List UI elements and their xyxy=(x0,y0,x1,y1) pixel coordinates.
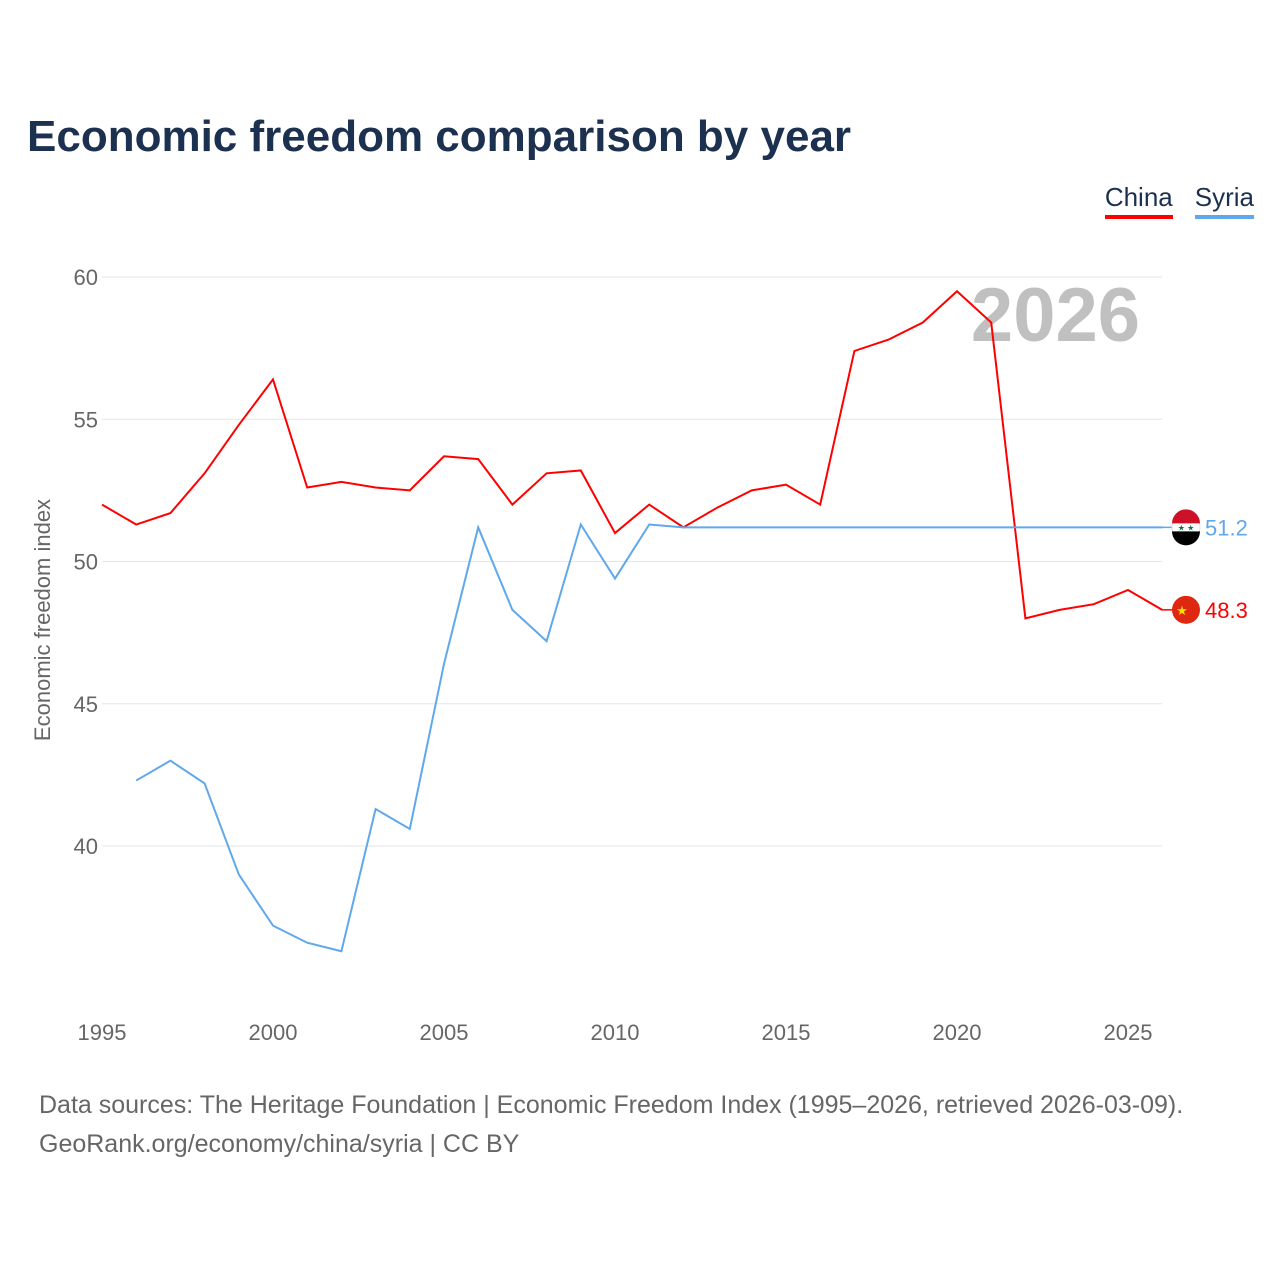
y-tick-label: 40 xyxy=(74,834,98,859)
y-axis-label: Economic freedom index xyxy=(30,499,55,741)
attribution: GeoRank.org/economy/china/syria | CC BY xyxy=(39,1130,520,1158)
year-watermark: 2026 xyxy=(971,273,1140,358)
x-tick-label: 2010 xyxy=(591,1020,640,1045)
china-flag-icon xyxy=(1172,595,1200,624)
footer: Data sources: The Heritage Foundation | … xyxy=(39,1086,1183,1164)
x-tick-label: 2015 xyxy=(762,1020,811,1045)
series-line-syria[interactable] xyxy=(135,522,1163,953)
end-value-label: 51.2 xyxy=(1205,515,1248,540)
end-value-label: 48.3 xyxy=(1205,598,1248,623)
legend-syria[interactable]: Syria xyxy=(1194,182,1254,219)
data-source: Data sources: The Heritage Foundation | … xyxy=(39,1091,1184,1119)
legend-china[interactable]: China xyxy=(1104,182,1173,219)
y-tick-label: 55 xyxy=(74,407,98,432)
y-tick-label: 50 xyxy=(74,550,98,575)
x-tick-label: 1995 xyxy=(78,1020,127,1045)
x-tick-label: 2020 xyxy=(933,1020,982,1045)
flag-stars-icon: ★ ★ xyxy=(1178,523,1195,532)
legend: China Syria xyxy=(1104,182,1254,219)
x-tick-label: 2000 xyxy=(249,1020,298,1045)
y-tick-label: 45 xyxy=(74,692,98,717)
x-tick-label: 2005 xyxy=(420,1020,469,1045)
series-line-china[interactable] xyxy=(101,289,1163,620)
y-tick-label: 60 xyxy=(74,265,98,290)
chart-title: Economic freedom comparison by year xyxy=(27,112,852,161)
flag-black-band xyxy=(1172,531,1200,546)
x-tick-label: 2025 xyxy=(1104,1020,1153,1045)
flag-star-icon: ★ xyxy=(1176,603,1188,618)
flag-red-band xyxy=(1172,509,1200,524)
